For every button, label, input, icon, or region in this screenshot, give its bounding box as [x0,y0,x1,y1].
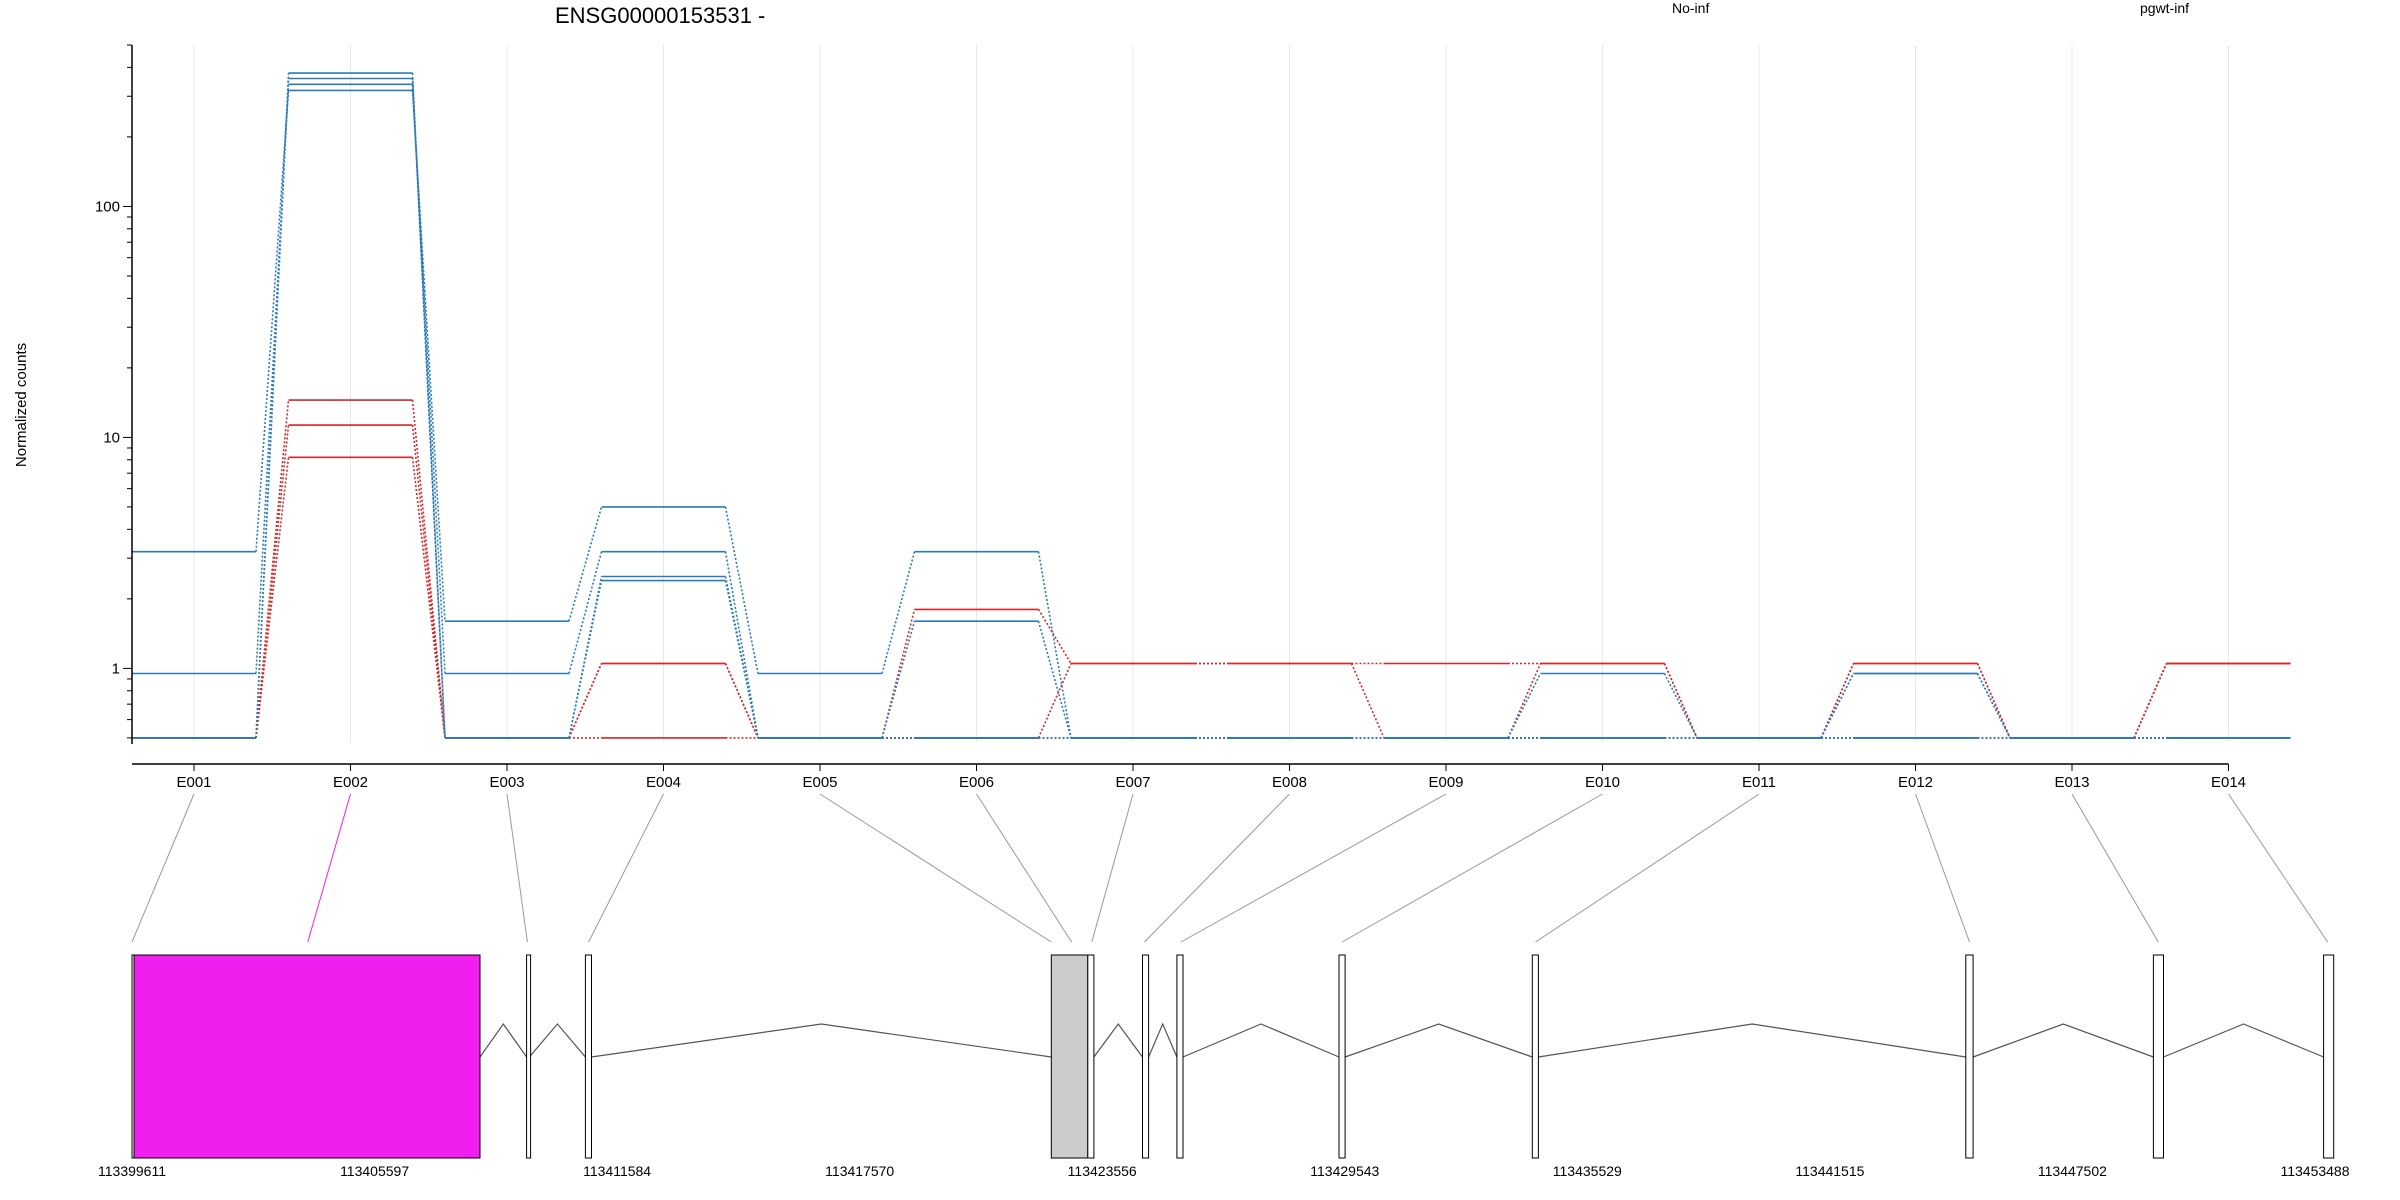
series-line-pgwt-inf [132,77,2291,739]
y-tick-label: 10 [103,429,120,446]
intron-line [1344,1023,1533,1058]
exon-box-e012 [1965,954,1974,1159]
series-line-pgwt-inf [132,72,2291,739]
series-transition-no-inf [255,400,2168,739]
x-tick-label: E009 [1428,774,1463,791]
y-axis-label: Normalized counts [13,343,30,467]
series-line-no-inf [132,456,2291,739]
exon-connector-line [2071,793,2159,943]
exon-connectors [131,793,2329,943]
intron-line [479,1022,528,1058]
series-transition-no-inf [255,457,2168,739]
x-tick-label: E002 [333,774,368,791]
intron-line [528,1023,586,1058]
exon-box-e002 [133,954,481,1159]
exon-connector-line [307,793,351,943]
exon-box-e008 [1176,954,1184,1159]
exon-connector-line [1091,793,1134,943]
exon-box-e010 [1338,954,1346,1159]
exon-connector-line [588,793,664,943]
intron-line [1148,1022,1178,1058]
genomic-coordinate-label: 113447502 [2038,1163,2107,1179]
genomic-coordinate-label: 113453488 [2280,1163,2349,1179]
exon-connector-line [1144,793,1290,943]
legend-label-pgwt-inf: pgwt-inf [2140,0,2189,16]
exon-box-e013 [2152,954,2164,1159]
genomic-coordinate-label: 113423556 [1068,1163,1137,1179]
series-lines [132,72,2291,739]
exon-connector-line [1341,793,1603,943]
genomic-coordinate-label: 113411584 [583,1163,651,1179]
x-tick-label: E010 [1585,774,1620,791]
exon-box-e007 [1142,954,1150,1159]
gene-model: 113399611 113405597 113411584 113417570 1134… [98,954,2350,1179]
intron-line [1972,1023,2154,1058]
x-tick-label: E012 [1898,774,1933,791]
exon-connector-line [819,793,1052,943]
exon-connector-line [131,793,195,943]
series-transition-pgwt-inf [255,73,2167,739]
genomic-coordinate-label: 113417570 [825,1163,894,1179]
x-tick-label: E011 [1742,774,1776,791]
intron-line [1093,1022,1143,1058]
series-line-pgwt-inf [132,89,2291,739]
genomic-coordinate-label: 113399611 [98,1163,166,1179]
intron-line [591,1023,1052,1058]
gridlines [193,45,2229,742]
x-tick-label: E001 [176,774,211,791]
exon-box-e004 [584,954,593,1159]
y-tick-label: 1 [112,660,120,677]
series-transition-no-inf [255,425,2168,739]
genomic-coordinate-label: 113441515 [1795,1163,1864,1179]
x-tick-label: E014 [2211,774,2246,791]
genomic-coordinate-label: 113405597 [340,1163,409,1179]
x-tick-label: E008 [1272,774,1307,791]
series-transition-pgwt-inf [255,78,2167,739]
x-tick-label: E005 [802,774,837,791]
genomic-coordinate-label: 113429543 [1310,1163,1379,1179]
exon-box-e005 [1050,954,1089,1159]
exon-connector-line [1535,793,1760,943]
intron-line [1538,1023,1966,1058]
intron-line [2163,1023,2324,1058]
exon-connector-line [2228,793,2329,943]
series-line-pgwt-inf [132,83,2291,739]
x-tick-label: E013 [2054,774,2089,791]
x-tick-label: E004 [646,774,681,791]
series-line-no-inf [132,399,2291,739]
exon-box-e011 [1531,954,1539,1159]
series-line-no-inf [132,424,2291,739]
x-tick-label: E006 [959,774,994,791]
intron-line [1182,1023,1340,1058]
exon-box-e003 [526,954,532,1159]
exon-box-e006 [1087,954,1095,1159]
axes: 1 10 100 E001 E002 E003 E004 E005 E006 E007 E008 E0… [95,44,2246,791]
exon-connector-line [1180,793,1447,943]
chart-title: ENSG00000153531 - [555,3,765,28]
exon-connector-line [1915,793,1970,943]
x-tick-label: E007 [1115,774,1150,791]
exon-connector-line [506,793,528,943]
genomic-coordinate-label: 113435529 [1553,1163,1622,1179]
x-tick-label: E003 [489,774,524,791]
y-tick-label: 100 [95,198,120,215]
legend-label-no-inf: No-inf [1672,0,1709,16]
series-transition-pgwt-inf [255,90,2167,739]
exon-connector-line [976,793,1073,943]
series-transition-pgwt-inf [255,84,2167,739]
exon-box-e014 [2323,954,2335,1159]
